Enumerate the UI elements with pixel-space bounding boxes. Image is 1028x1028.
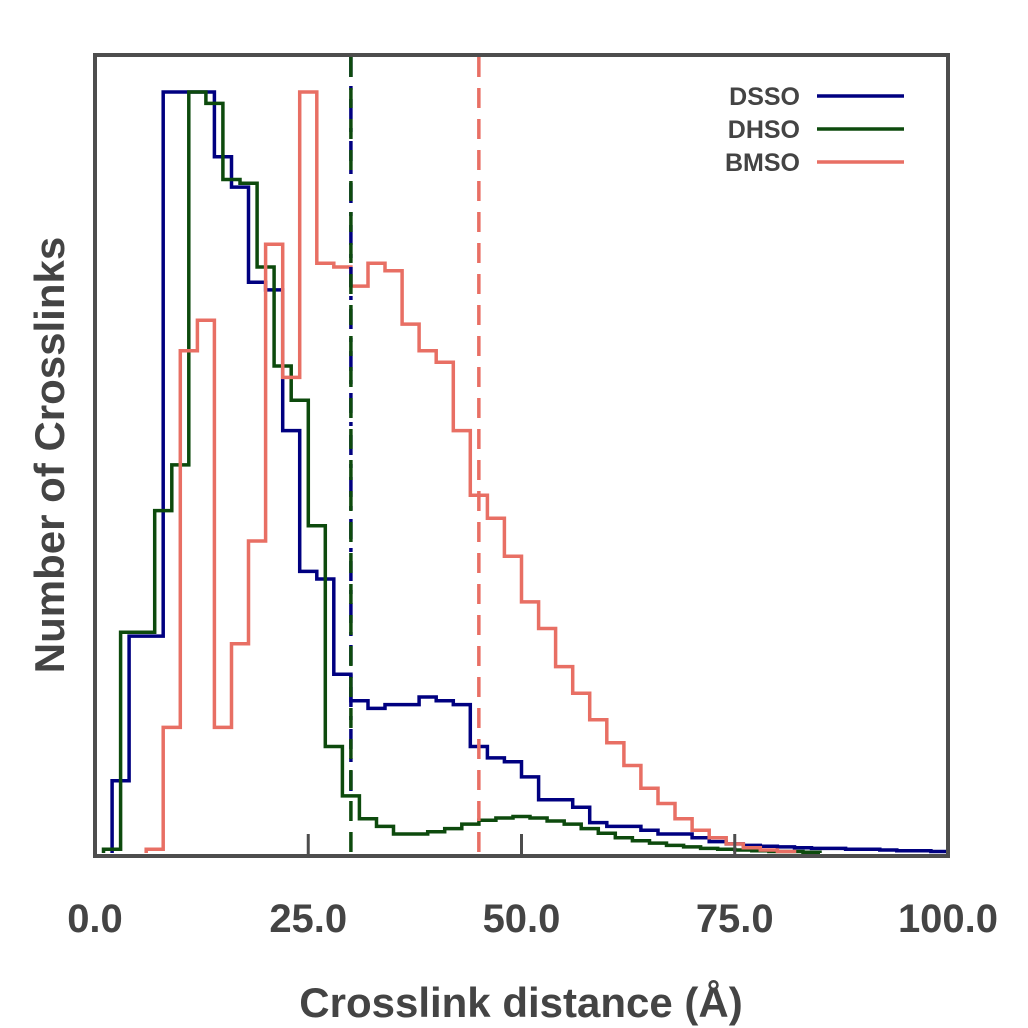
x-axis-title: Crosslink distance (Å): [299, 979, 742, 1026]
y-axis-title: Number of Crosslinks: [26, 237, 73, 673]
reference-lines: [349, 57, 481, 854]
legend-label-dsso: DSSO: [729, 83, 800, 111]
x-tick-label: 25.0: [269, 897, 347, 941]
legend-label-dhso: DHSO: [728, 116, 800, 144]
series-dsso-step-line: [110, 90, 950, 854]
series-bmso-step-line: [144, 90, 797, 854]
legend: DSSO DHSO BMSO: [725, 83, 904, 177]
series-dhso-step-line: [101, 90, 822, 854]
x-tick-label: 0.0: [67, 897, 123, 941]
x-tick-label: 100.0: [898, 897, 998, 941]
x-tick-label: 75.0: [696, 897, 774, 941]
x-tick-label: 50.0: [483, 897, 561, 941]
plot-frame: [93, 53, 950, 858]
series-layer: [101, 90, 950, 854]
x-axis-ticks: 0.0 25.0 50.0 75.0 100.0: [67, 834, 998, 941]
legend-label-bmso: BMSO: [725, 149, 800, 177]
